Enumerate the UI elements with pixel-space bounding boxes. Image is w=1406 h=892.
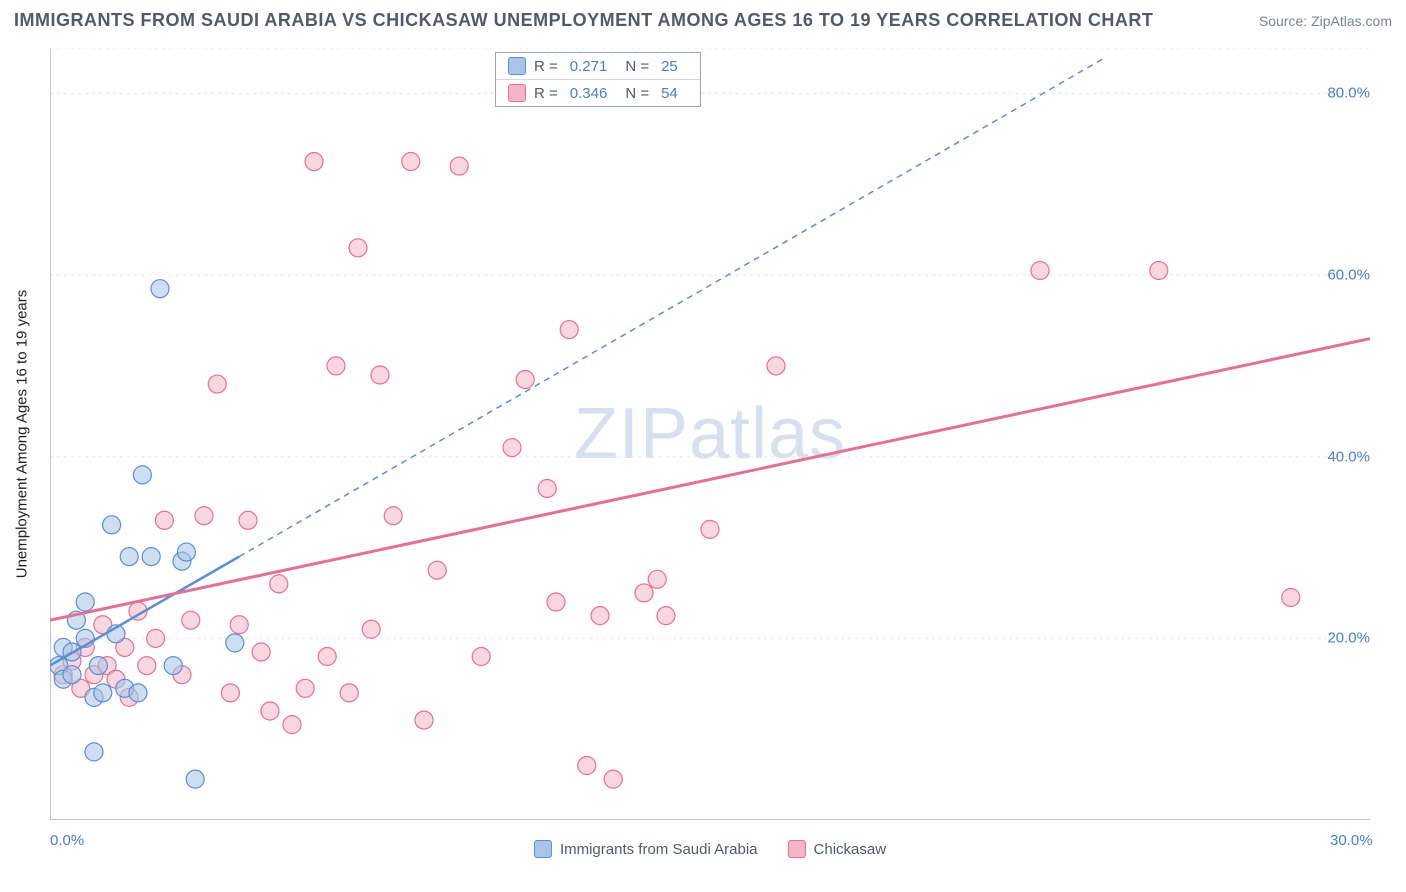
series-legend: Immigrants from Saudi Arabia Chickasaw [534, 840, 886, 858]
chart-header: IMMIGRANTS FROM SAUDI ARABIA VS CHICKASA… [14, 10, 1392, 31]
y-tick-label: 60.0% [1327, 267, 1370, 284]
x-tick-label: 30.0% [1330, 832, 1373, 849]
correlation-legend: R = 0.271 N = 25 R = 0.346 N = 54 [495, 52, 701, 107]
x-tick-label: 0.0% [50, 832, 84, 849]
r-value-blue: 0.271 [570, 58, 608, 75]
legend-item-pink: Chickasaw [788, 840, 887, 858]
legend-row-pink: R = 0.346 N = 54 [496, 79, 700, 106]
legend-label-pink: Chickasaw [814, 841, 887, 858]
swatch-pink [508, 84, 526, 102]
swatch-pink [788, 840, 806, 858]
y-axis-label: Unemployment Among Ages 16 to 19 years [14, 290, 31, 579]
r-label: R = [534, 85, 558, 102]
legend-item-blue: Immigrants from Saudi Arabia [534, 840, 758, 858]
y-tick-label: 80.0% [1327, 85, 1370, 102]
n-value-pink: 54 [661, 85, 678, 102]
y-tick-label: 40.0% [1327, 448, 1370, 465]
n-label: N = [625, 58, 649, 75]
y-tick-label: 20.0% [1327, 630, 1370, 647]
swatch-blue [534, 840, 552, 858]
r-label: R = [534, 58, 558, 75]
r-value-pink: 0.346 [570, 85, 608, 102]
swatch-blue [508, 57, 526, 75]
legend-label-blue: Immigrants from Saudi Arabia [560, 841, 758, 858]
legend-row-blue: R = 0.271 N = 25 [496, 53, 700, 79]
n-label: N = [625, 85, 649, 102]
chart-area: Unemployment Among Ages 16 to 19 years Z… [50, 48, 1370, 820]
chart-title: IMMIGRANTS FROM SAUDI ARABIA VS CHICKASA… [14, 10, 1153, 31]
scatter-plot [50, 48, 1370, 820]
source-attribution: Source: ZipAtlas.com [1259, 13, 1392, 29]
n-value-blue: 25 [661, 58, 678, 75]
